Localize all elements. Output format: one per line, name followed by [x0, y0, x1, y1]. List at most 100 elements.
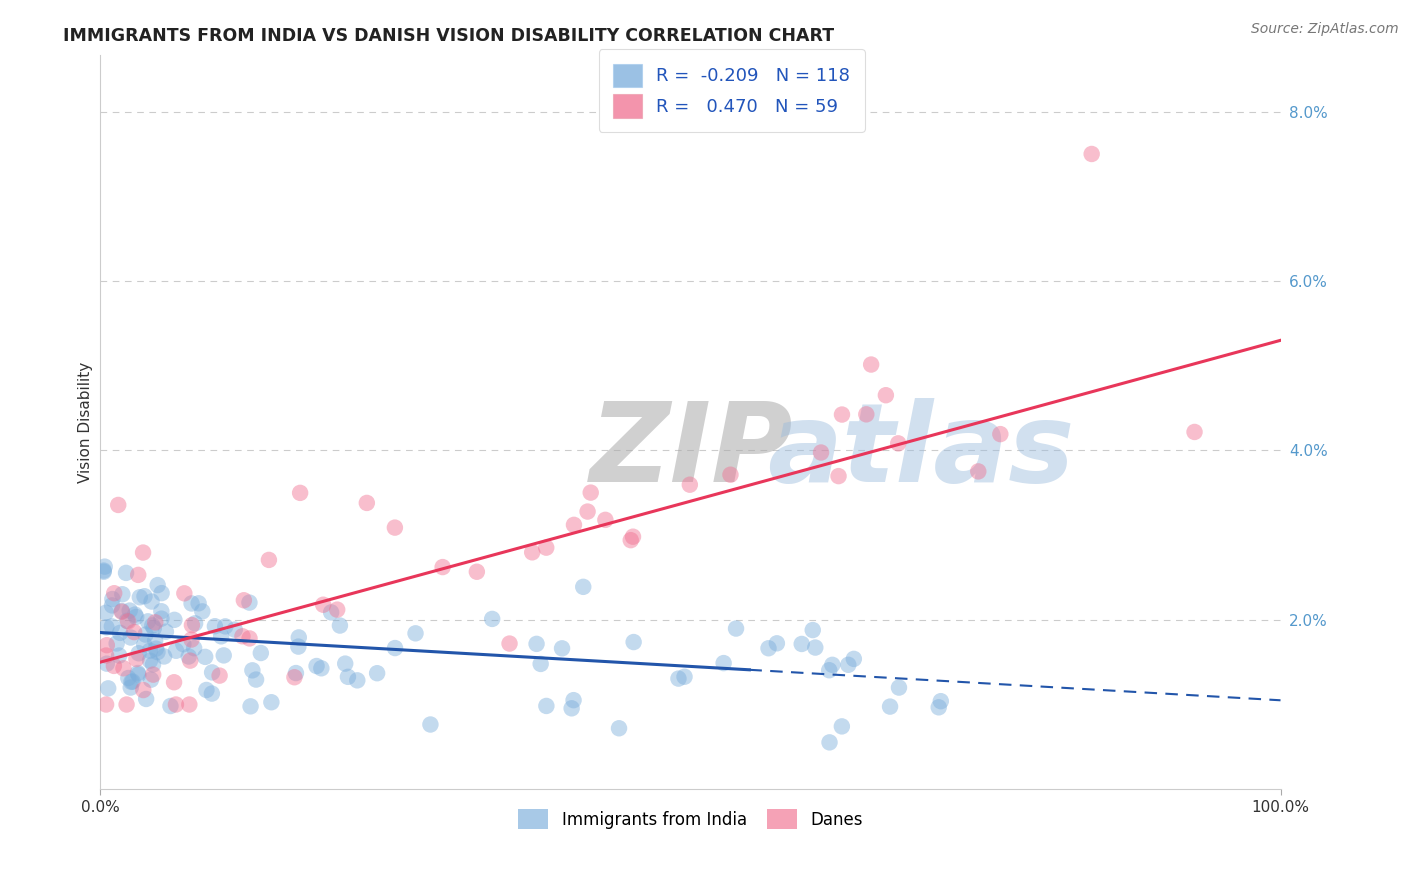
- Point: [93, 559, 115, 574]
- Point: [146, 578, 169, 592]
- Point: [134, 638, 156, 652]
- Point: [120, 674, 142, 689]
- Point: [536, 698, 558, 713]
- Point: [329, 618, 352, 632]
- Point: [142, 657, 165, 672]
- Point: [111, 587, 134, 601]
- Point: [855, 408, 877, 422]
- Point: [139, 673, 162, 687]
- Point: [105, 636, 128, 650]
- Point: [821, 657, 844, 672]
- Point: [242, 663, 264, 677]
- Point: [115, 698, 138, 712]
- Point: [103, 659, 125, 673]
- Point: [232, 593, 254, 607]
- Point: [194, 649, 217, 664]
- Point: [204, 619, 226, 633]
- Point: [93, 564, 115, 578]
- Point: [481, 612, 503, 626]
- Point: [191, 604, 214, 618]
- Point: [195, 682, 218, 697]
- Point: [405, 626, 427, 640]
- Point: [312, 598, 335, 612]
- Point: [725, 622, 748, 636]
- Point: [336, 670, 359, 684]
- Point: [827, 469, 849, 483]
- Point: [212, 648, 235, 663]
- Point: [180, 597, 202, 611]
- Point: [94, 648, 117, 663]
- Point: [530, 657, 553, 671]
- Point: [875, 388, 897, 402]
- Point: [177, 649, 200, 664]
- Point: [432, 560, 454, 574]
- Point: [713, 656, 735, 670]
- Point: [679, 477, 702, 491]
- Point: [214, 619, 236, 633]
- Point: [562, 517, 585, 532]
- Point: [623, 635, 645, 649]
- Point: [561, 701, 583, 715]
- Point: [94, 698, 117, 712]
- Point: [121, 674, 143, 689]
- Point: [127, 667, 149, 681]
- Point: [97, 681, 120, 696]
- Point: [101, 619, 124, 633]
- Point: [283, 670, 305, 684]
- Text: ZIP: ZIP: [591, 398, 793, 505]
- Point: [239, 699, 262, 714]
- Point: [150, 604, 173, 618]
- Point: [128, 591, 150, 605]
- Point: [115, 614, 138, 628]
- Point: [208, 668, 231, 682]
- Point: [112, 661, 135, 675]
- Point: [860, 358, 883, 372]
- Point: [120, 631, 142, 645]
- Point: [551, 641, 574, 656]
- Point: [179, 654, 201, 668]
- Text: Source: ZipAtlas.com: Source: ZipAtlas.com: [1251, 22, 1399, 37]
- Point: [135, 692, 157, 706]
- Point: [142, 621, 165, 635]
- Point: [335, 657, 357, 671]
- Point: [107, 498, 129, 512]
- Point: [141, 594, 163, 608]
- Point: [150, 586, 173, 600]
- Point: [96, 620, 118, 634]
- Point: [111, 604, 134, 618]
- Point: [668, 672, 690, 686]
- Point: [465, 565, 488, 579]
- Point: [183, 641, 205, 656]
- Point: [1184, 425, 1206, 439]
- Point: [967, 464, 990, 478]
- Point: [118, 603, 141, 617]
- Point: [143, 615, 166, 630]
- Point: [122, 625, 145, 640]
- Y-axis label: Vision Disability: Vision Disability: [79, 361, 93, 483]
- Point: [224, 623, 246, 637]
- Point: [127, 567, 149, 582]
- Point: [346, 673, 368, 688]
- Point: [288, 486, 311, 500]
- Point: [150, 612, 173, 626]
- Point: [250, 646, 273, 660]
- Point: [172, 637, 194, 651]
- Point: [165, 644, 187, 658]
- Point: [988, 427, 1011, 442]
- Text: atlas: atlas: [768, 398, 1074, 505]
- Point: [184, 616, 207, 631]
- Point: [180, 618, 202, 632]
- Point: [801, 623, 824, 637]
- Point: [108, 648, 131, 663]
- Point: [1080, 147, 1102, 161]
- Point: [142, 667, 165, 681]
- Point: [103, 586, 125, 600]
- Point: [201, 665, 224, 680]
- Point: [498, 636, 520, 650]
- Point: [419, 717, 441, 731]
- Point: [384, 520, 406, 534]
- Point: [257, 553, 280, 567]
- Point: [572, 580, 595, 594]
- Point: [209, 629, 232, 643]
- Point: [125, 610, 148, 624]
